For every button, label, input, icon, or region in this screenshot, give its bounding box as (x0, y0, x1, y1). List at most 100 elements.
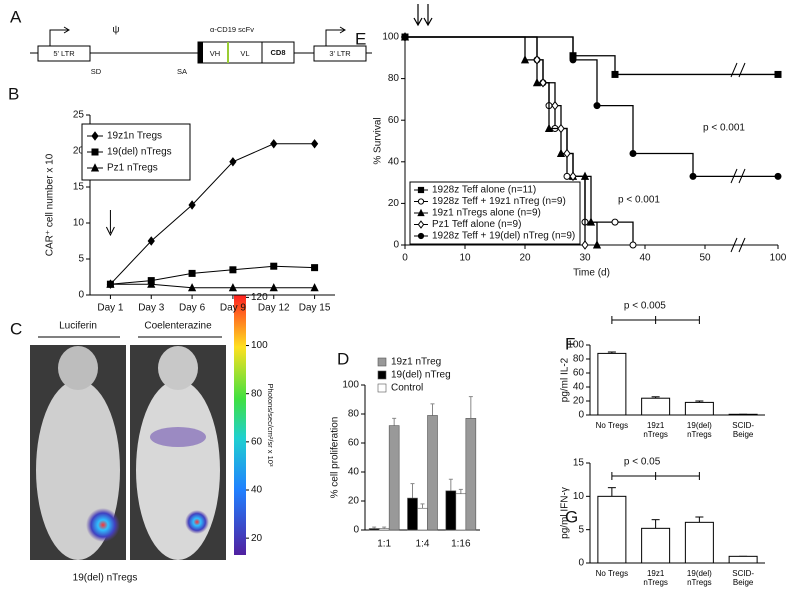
colorbar-tick-label: 40 (251, 485, 263, 496)
marker (417, 232, 425, 240)
x-tick-label: 10 (459, 253, 471, 264)
mouse-head (58, 346, 98, 390)
bar (641, 397, 671, 416)
significance-bracket (611, 472, 700, 480)
bar (427, 415, 438, 531)
series-line (110, 265, 315, 285)
x-tick-label: 1:4 (416, 539, 430, 550)
signal (86, 508, 120, 542)
marker (774, 70, 782, 78)
sd-label: SD (91, 67, 102, 76)
marker (544, 123, 554, 133)
marker (611, 70, 619, 78)
scfv-label: α-CD19 scFv (210, 25, 254, 34)
legend-swatch (377, 357, 387, 367)
marker (417, 198, 425, 205)
promoter-arrow (325, 26, 346, 46)
legend-label: 19z1n Tregs (107, 131, 162, 142)
bar (455, 493, 467, 531)
y-tick-label: 15 (73, 182, 85, 193)
ltr5-label: 5' LTR (53, 49, 75, 58)
marker (417, 186, 425, 194)
y-tick-label: 0 (578, 558, 584, 569)
panel-letter: C (10, 319, 22, 338)
x-tick-label: 20 (519, 253, 531, 264)
caption: 19(del) nTregs (73, 573, 138, 584)
y-tick-label: 100 (567, 340, 584, 351)
legend-label: 1928z Teff + 19(del) nTreg (n=9) (432, 231, 575, 242)
y-tick-label: 80 (573, 354, 585, 365)
annotation: p < 0.001 (618, 195, 660, 206)
colorbar (234, 295, 246, 555)
y-tick-label: 20 (73, 146, 85, 157)
bar (388, 425, 400, 531)
colorbar-tick-label: 60 (251, 436, 263, 447)
ltr-box (37, 45, 91, 62)
y-tick-label: 20 (573, 396, 585, 407)
y-tick-label: 5 (78, 254, 84, 265)
marker (311, 264, 319, 272)
marker (147, 236, 155, 246)
marker (592, 240, 602, 249)
colorbar-tick-label: 80 (251, 388, 263, 399)
bar (728, 413, 758, 416)
bar (368, 528, 380, 531)
mouse-head (158, 346, 198, 390)
x-tick-label: 19z1 nTregs (643, 569, 668, 587)
annotation: p < 0.001 (703, 123, 745, 134)
panel-letter: G (565, 507, 578, 526)
mouse (136, 380, 220, 560)
marker (187, 283, 197, 292)
legend-label: Control (391, 383, 423, 394)
x-tick-label: 50 (699, 253, 711, 264)
marker (401, 33, 409, 41)
legend-label: 19z1 nTreg (391, 357, 441, 368)
x-tick-label: Day 12 (258, 303, 290, 314)
annotation-arrow (105, 210, 115, 237)
y-tick-label: 10 (73, 218, 85, 229)
y-axis-label: pg/ml IL-2 (560, 357, 571, 402)
y-tick-label: 100 (342, 380, 359, 391)
x-tick-label: No Tregs (595, 569, 629, 578)
legend-label: Pz1 nTregs (107, 163, 158, 174)
panel-letter: F (565, 334, 575, 353)
marker (106, 279, 115, 288)
treatment-arrows (413, 4, 433, 27)
marker (532, 78, 542, 87)
marker (629, 149, 637, 157)
colorbar-tick-label: 20 (251, 533, 263, 544)
marker (557, 123, 565, 134)
image-label: Coelenterazine (144, 321, 212, 332)
x-tick-label: 1:1 (377, 539, 391, 550)
ltr-box (313, 45, 367, 62)
marker (188, 200, 196, 210)
marker (417, 208, 425, 217)
y-axis-label: CAR⁺ cell number x 10 (45, 153, 56, 256)
series-line (110, 143, 315, 285)
bar (728, 555, 758, 564)
legend-box (409, 181, 581, 245)
marker (147, 279, 156, 288)
x-axis-label: Time (d) (573, 268, 610, 279)
bar (684, 521, 714, 564)
survival-curve (405, 36, 598, 245)
x-tick-label: SCID- Beige (732, 569, 755, 587)
legend-swatch (377, 370, 387, 380)
y-tick-label: 80 (388, 73, 400, 84)
marker (569, 171, 577, 182)
legend-label: 19z1 nTregs alone (n=9) (432, 208, 541, 219)
colorbar-tick-label: 100 (251, 340, 268, 351)
image-label: Luciferin (59, 321, 97, 332)
marker (188, 269, 196, 277)
marker (556, 148, 566, 157)
ltr3-label: 3' LTR (329, 49, 351, 58)
panel-letter: A (10, 7, 22, 26)
y-tick-label: 40 (388, 156, 400, 167)
marker (228, 283, 238, 292)
promoter-arrow (49, 26, 70, 46)
x-tick-label: 19(del) nTregs (686, 569, 712, 587)
y-tick-label: 5 (578, 524, 584, 535)
marker (551, 100, 559, 111)
x-tick-label: 19(del) nTregs (686, 421, 712, 439)
